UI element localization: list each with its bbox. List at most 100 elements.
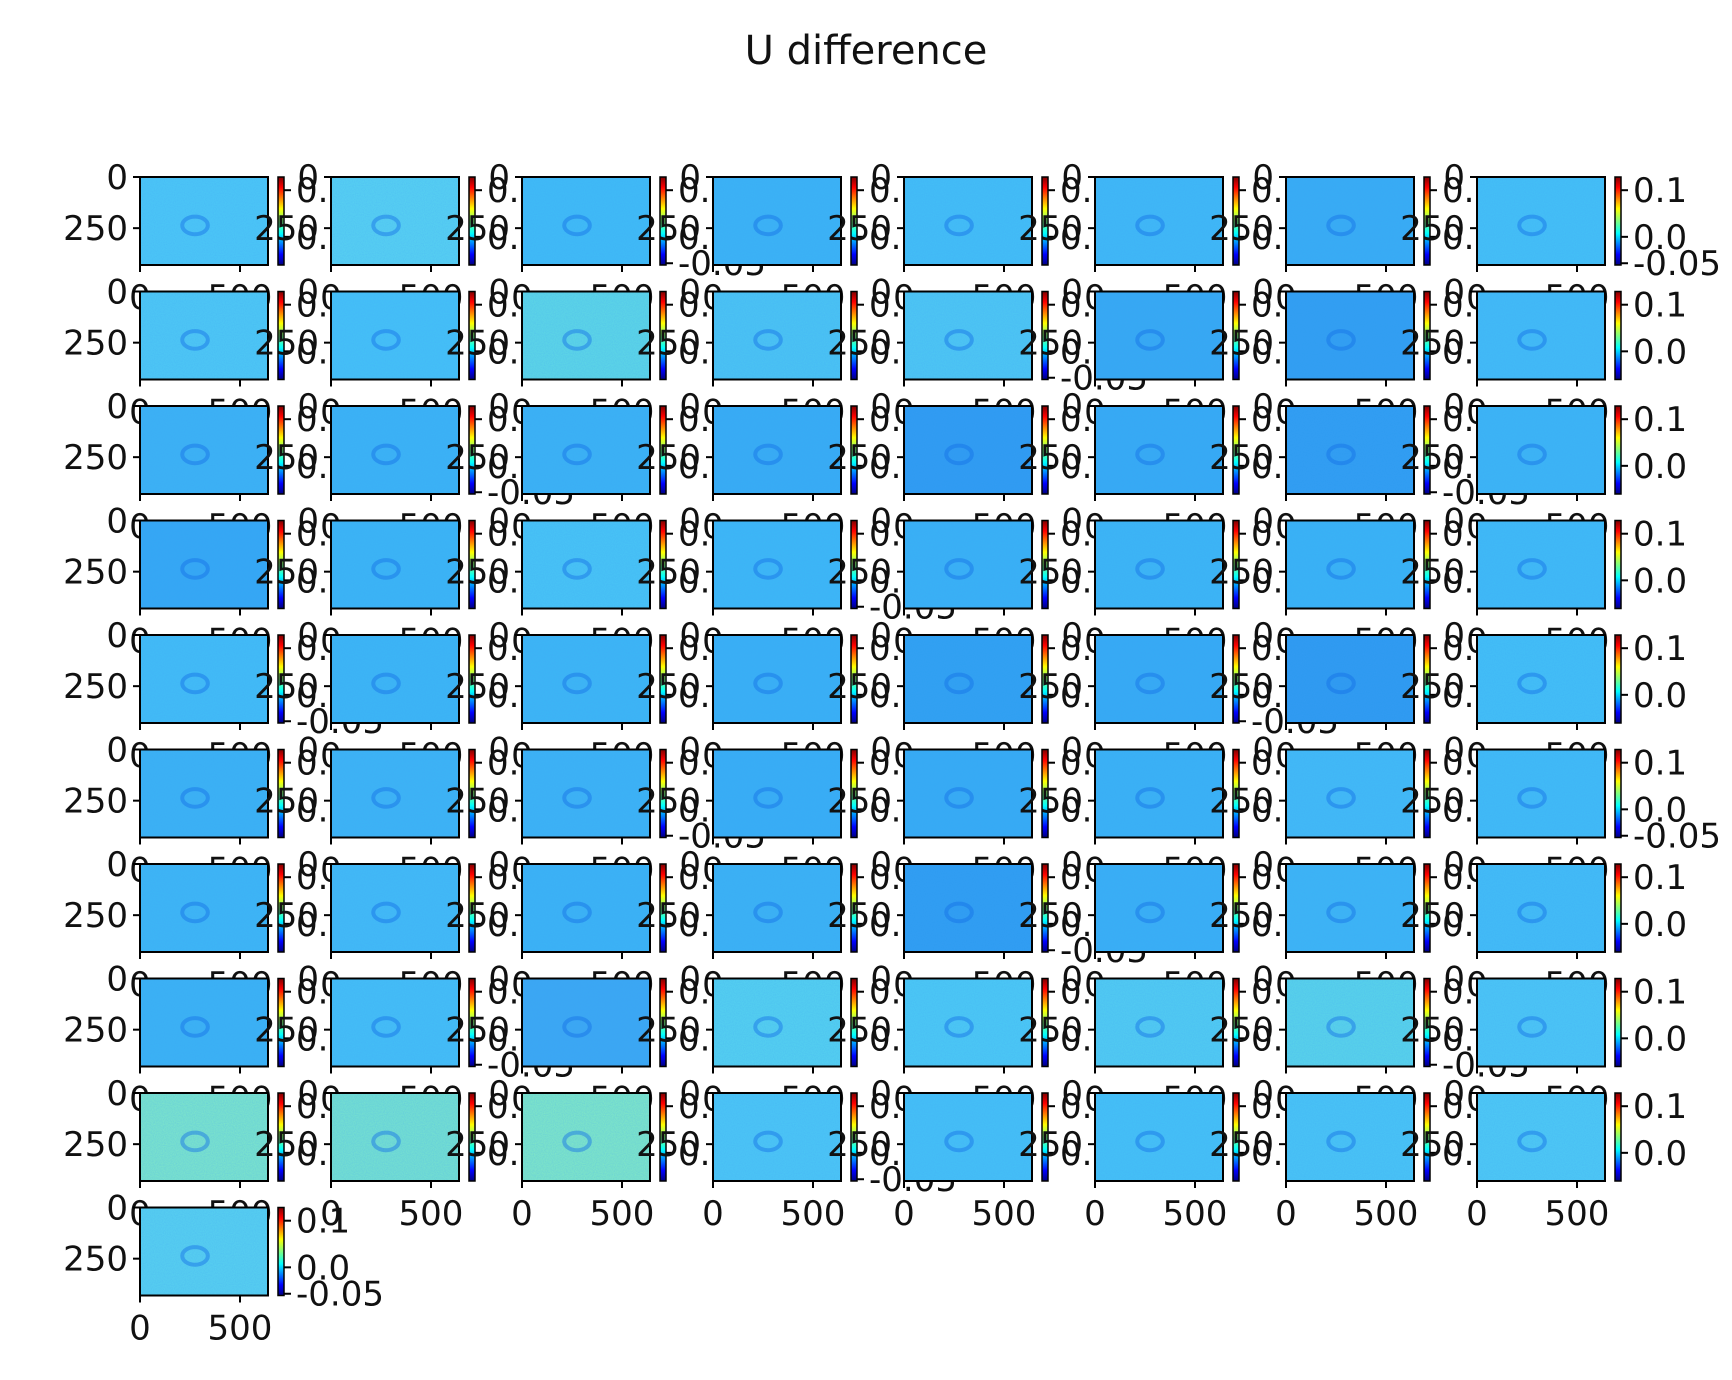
heatmap-texture — [522, 978, 650, 1067]
y-tick-label: 250 — [63, 209, 128, 249]
heatmap-ring — [1326, 901, 1356, 924]
colorbar — [1423, 176, 1431, 266]
y-tick-label: 0 — [1252, 731, 1274, 771]
heatmap-texture — [331, 978, 459, 1067]
colorbar — [1232, 863, 1240, 953]
colorbar — [277, 977, 285, 1068]
heatmap-texture — [331, 864, 459, 952]
heatmap-ring — [562, 329, 592, 351]
panel-frame — [903, 748, 1033, 839]
heatmap-ring — [1135, 443, 1165, 466]
colorbar-tick-label: 0.0 — [1633, 561, 1687, 601]
colorbar — [1041, 1092, 1049, 1182]
y-tick-label: 250 — [445, 209, 510, 249]
colorbar — [850, 290, 858, 381]
x-tick-label: 0 — [320, 1194, 342, 1234]
heatmap-texture — [1095, 635, 1223, 723]
panel-frame — [139, 1206, 269, 1297]
heatmap-ring — [562, 214, 592, 237]
y-tick-label: 0 — [106, 502, 128, 542]
panel-frame — [1285, 634, 1415, 724]
panel-frame — [139, 519, 269, 610]
panel-frame — [1285, 405, 1415, 495]
panel-frame — [903, 863, 1033, 953]
y-tick-label: 250 — [445, 1125, 510, 1165]
colorbar — [850, 519, 858, 610]
heatmap-texture — [140, 406, 268, 494]
panel-frame — [903, 977, 1033, 1068]
heatmap-ring — [1135, 558, 1165, 580]
y-tick-label: 0 — [488, 1074, 510, 1114]
heatmap-ring — [562, 558, 592, 580]
y-tick-label: 0 — [1061, 616, 1083, 656]
heatmap-ring — [944, 558, 974, 580]
y-tick-label: 250 — [63, 1240, 128, 1280]
colorbar — [277, 290, 285, 381]
colorbar — [1614, 519, 1622, 610]
panel-frame — [1285, 748, 1415, 839]
panel-frame — [1285, 863, 1415, 953]
y-tick-label: 0 — [106, 1074, 128, 1114]
colorbar — [1232, 748, 1240, 839]
panel-frame — [1094, 748, 1224, 839]
heatmap-ring — [753, 558, 783, 580]
colorbar-tick-label: 0.0 — [1633, 1134, 1687, 1174]
panel-frame — [1476, 634, 1606, 724]
heatmap-ring — [1517, 787, 1547, 809]
panel-frame — [1094, 863, 1224, 953]
heatmap-texture — [1477, 291, 1605, 380]
panel-frame — [1094, 1092, 1224, 1182]
y-tick-label: 0 — [297, 616, 319, 656]
colorbar — [1041, 290, 1049, 381]
y-tick-label: 250 — [63, 1125, 128, 1165]
y-tick-label: 0 — [1252, 502, 1274, 542]
x-tick-label: 0 — [129, 1309, 151, 1349]
panel-frame — [1285, 290, 1415, 381]
y-tick-label: 250 — [1209, 438, 1274, 478]
heatmap-ring — [562, 672, 592, 695]
panel-frame — [1476, 748, 1606, 839]
heatmap-texture — [1286, 406, 1414, 494]
y-tick-label: 0 — [297, 960, 319, 1000]
y-tick-label: 250 — [827, 1011, 892, 1051]
heatmap-texture — [522, 864, 650, 952]
y-tick-label: 0 — [679, 731, 701, 771]
heatmap-ring — [753, 443, 783, 466]
heatmap-ring — [1326, 1130, 1356, 1153]
y-tick-label: 0 — [1252, 1074, 1274, 1114]
y-tick-label: 0 — [488, 845, 510, 885]
colorbar-tick-label: 0.1 — [1633, 744, 1687, 784]
figure-title: U difference — [745, 28, 988, 74]
panel-frame — [712, 176, 842, 266]
y-tick-label: 0 — [1061, 273, 1083, 313]
heatmap-ring — [1135, 901, 1165, 924]
heatmap-texture — [1477, 520, 1605, 609]
panel-frame — [712, 634, 842, 724]
panel-grid: 0 250 0 500 0.1 0.0 0 250 0 500 0.1 0.0 0 250 0 500 0.1 0… — [63, 158, 1721, 1349]
y-tick-label: 250 — [1400, 782, 1465, 822]
heatmap-ring — [1517, 443, 1547, 466]
heatmap-texture — [713, 291, 841, 380]
panel-frame — [1094, 176, 1224, 266]
panel-frame — [712, 863, 842, 953]
y-tick-label: 0 — [870, 1074, 892, 1114]
colorbar — [850, 863, 858, 953]
y-tick-label: 0 — [870, 960, 892, 1000]
colorbar — [1041, 634, 1049, 724]
y-tick-label: 250 — [1209, 1125, 1274, 1165]
colorbar-tick-label: 0.0 — [1633, 1019, 1687, 1059]
y-tick-label: 250 — [1400, 553, 1465, 593]
heatmap-ring — [753, 672, 783, 695]
y-tick-label: 250 — [1018, 1125, 1083, 1165]
y-tick-label: 250 — [1400, 1011, 1465, 1051]
y-tick-label: 0 — [488, 158, 510, 198]
heatmap-ring — [180, 901, 210, 924]
colorbar-tick-label: 0.1 — [1633, 629, 1687, 669]
